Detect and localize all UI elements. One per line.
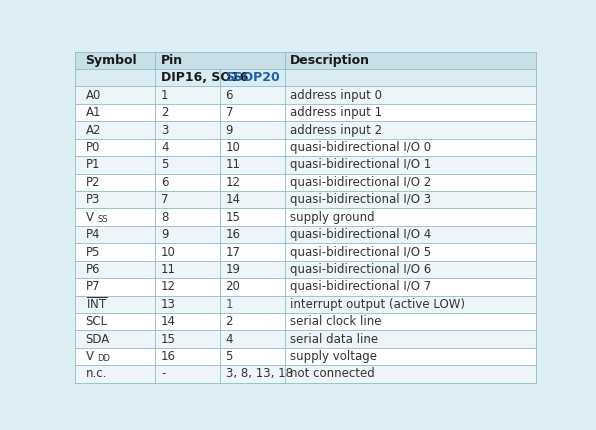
Text: P3: P3 [86, 193, 100, 206]
Text: Description: Description [290, 54, 370, 67]
Text: 11: 11 [161, 263, 176, 276]
Text: V: V [86, 211, 94, 224]
Bar [74, 139, 536, 156]
Text: P2: P2 [86, 176, 100, 189]
Text: V: V [86, 350, 94, 363]
Bar [74, 121, 536, 139]
Text: Symbol: Symbol [86, 54, 137, 67]
Bar [74, 209, 536, 226]
Text: 9: 9 [225, 123, 233, 136]
Text: 3, 8, 13, 18: 3, 8, 13, 18 [225, 368, 293, 381]
Bar [74, 86, 536, 104]
Text: 2: 2 [225, 315, 233, 328]
Bar [74, 261, 536, 278]
Bar [74, 365, 536, 383]
Text: SS: SS [98, 215, 108, 224]
Bar [74, 278, 536, 295]
Text: quasi-bidirectional I/O 6: quasi-bidirectional I/O 6 [290, 263, 432, 276]
Text: quasi-bidirectional I/O 7: quasi-bidirectional I/O 7 [290, 280, 432, 293]
Text: 14: 14 [225, 193, 241, 206]
Text: 5: 5 [161, 158, 168, 172]
Text: 4: 4 [161, 141, 169, 154]
Text: 11: 11 [225, 158, 241, 172]
Text: 10: 10 [225, 141, 240, 154]
Bar [74, 156, 536, 174]
Bar [74, 295, 536, 313]
Text: P7: P7 [86, 280, 100, 293]
Text: SSOP20: SSOP20 [225, 71, 280, 84]
Text: 7: 7 [161, 193, 169, 206]
Text: 5: 5 [225, 350, 233, 363]
Text: address input 1: address input 1 [290, 106, 382, 119]
Text: 7: 7 [225, 106, 233, 119]
Text: 10: 10 [161, 246, 176, 258]
Text: 6: 6 [225, 89, 233, 101]
Text: not connected: not connected [290, 368, 375, 381]
Text: A1: A1 [86, 106, 101, 119]
Text: quasi-bidirectional I/O 0: quasi-bidirectional I/O 0 [290, 141, 432, 154]
Text: 15: 15 [161, 333, 176, 346]
Text: SCL: SCL [86, 315, 108, 328]
Bar [74, 348, 536, 365]
Text: DD: DD [98, 354, 111, 363]
Text: $\overline{\mathrm{INT}}$: $\overline{\mathrm{INT}}$ [86, 297, 107, 312]
Text: serial data line: serial data line [290, 333, 378, 346]
Text: 3: 3 [161, 123, 168, 136]
Bar [74, 243, 536, 261]
Bar [74, 191, 536, 209]
Text: 1: 1 [161, 89, 169, 101]
Text: DIP16, SO16: DIP16, SO16 [161, 71, 249, 84]
Bar [74, 226, 536, 243]
Text: 20: 20 [225, 280, 240, 293]
Text: quasi-bidirectional I/O 2: quasi-bidirectional I/O 2 [290, 176, 432, 189]
Text: quasi-bidirectional I/O 5: quasi-bidirectional I/O 5 [290, 246, 432, 258]
Text: P6: P6 [86, 263, 100, 276]
Text: P0: P0 [86, 141, 100, 154]
Text: 9: 9 [161, 228, 169, 241]
Text: n.c.: n.c. [86, 368, 107, 381]
Bar [74, 104, 536, 121]
Text: 14: 14 [161, 315, 176, 328]
Text: P4: P4 [86, 228, 100, 241]
Text: 13: 13 [161, 298, 176, 311]
Text: interrupt output (active LOW): interrupt output (active LOW) [290, 298, 465, 311]
Text: serial clock line: serial clock line [290, 315, 381, 328]
Text: quasi-bidirectional I/O 4: quasi-bidirectional I/O 4 [290, 228, 432, 241]
Text: -: - [161, 368, 165, 381]
Text: 16: 16 [225, 228, 241, 241]
Bar [74, 52, 536, 69]
Text: 19: 19 [225, 263, 241, 276]
Bar [74, 174, 536, 191]
Text: quasi-bidirectional I/O 1: quasi-bidirectional I/O 1 [290, 158, 432, 172]
Text: A2: A2 [86, 123, 101, 136]
Bar [74, 330, 536, 348]
Text: quasi-bidirectional I/O 3: quasi-bidirectional I/O 3 [290, 193, 432, 206]
Text: 6: 6 [161, 176, 169, 189]
Text: 2: 2 [161, 106, 169, 119]
Bar [74, 69, 536, 86]
Text: 12: 12 [161, 280, 176, 293]
Text: 12: 12 [225, 176, 241, 189]
Text: P5: P5 [86, 246, 100, 258]
Text: 8: 8 [161, 211, 168, 224]
Text: 4: 4 [225, 333, 233, 346]
Text: 1: 1 [225, 298, 233, 311]
Text: supply voltage: supply voltage [290, 350, 377, 363]
Text: 16: 16 [161, 350, 176, 363]
Text: P1: P1 [86, 158, 100, 172]
Bar [74, 313, 536, 330]
Text: address input 0: address input 0 [290, 89, 382, 101]
Text: SDA: SDA [86, 333, 110, 346]
Text: 17: 17 [225, 246, 241, 258]
Text: A0: A0 [86, 89, 101, 101]
Text: supply ground: supply ground [290, 211, 375, 224]
Text: address input 2: address input 2 [290, 123, 382, 136]
Text: Pin: Pin [161, 54, 183, 67]
Text: 15: 15 [225, 211, 240, 224]
